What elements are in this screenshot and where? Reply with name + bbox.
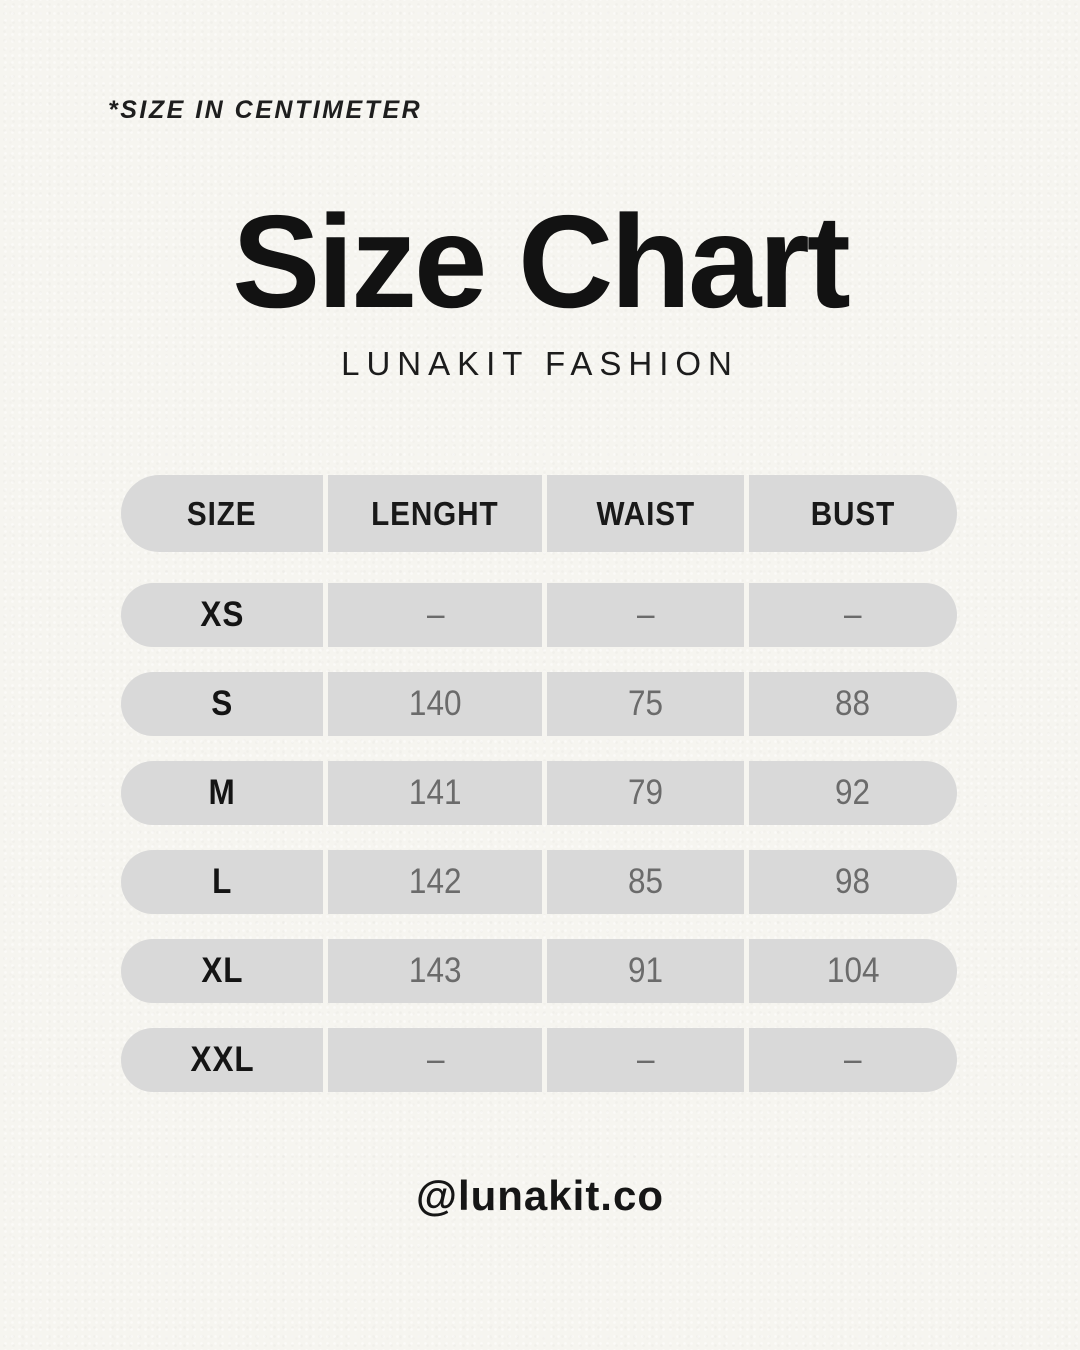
bust-value: – [844, 1040, 862, 1079]
waist-value: 91 [628, 951, 664, 990]
value-cell: – [743, 583, 957, 647]
value-cell: – [542, 1028, 744, 1092]
bust-value: 104 [826, 951, 880, 990]
value-cell: 91 [542, 939, 744, 1003]
table-row-s: S 140 75 88 [121, 672, 957, 736]
size-cell: M [121, 761, 324, 825]
bust-value: 88 [835, 684, 871, 723]
waist-value: 79 [628, 773, 664, 812]
column-header-label: LENGHT [371, 494, 500, 532]
value-cell: 85 [542, 850, 744, 914]
size-label: L [212, 862, 233, 901]
size-label: XS [200, 595, 245, 634]
size-label: XL [201, 951, 244, 990]
table-header-row: SIZE LENGHT WAIST BUST [121, 475, 957, 552]
lenght-value: 142 [409, 862, 462, 901]
lenght-value: 143 [409, 951, 462, 990]
size-cell: XL [121, 939, 324, 1003]
table-row-l: L 142 85 98 [121, 850, 957, 914]
size-cell: XXL [121, 1028, 324, 1092]
page-title: Size Chart [232, 188, 851, 335]
value-cell: 143 [323, 939, 543, 1003]
value-cell: – [743, 1028, 957, 1092]
value-cell: 142 [323, 850, 543, 914]
lenght-value: 141 [409, 773, 462, 812]
size-label: S [211, 684, 234, 723]
table-row-m: M 141 79 92 [121, 761, 957, 825]
table-row-xxl: XXL – – – [121, 1028, 957, 1092]
size-label: M [208, 773, 236, 812]
column-header-label: WAIST [596, 494, 695, 532]
value-cell: 140 [323, 672, 543, 736]
waist-value: 85 [628, 862, 664, 901]
column-header-lenght: LENGHT [323, 475, 543, 552]
table-row-xs: XS – – – [121, 583, 957, 647]
column-header-size: SIZE [121, 475, 324, 552]
column-header-label: BUST [810, 494, 896, 532]
bust-value: 92 [835, 773, 871, 812]
lenght-value: – [426, 1040, 445, 1079]
value-cell: – [542, 583, 744, 647]
value-cell: 98 [743, 850, 957, 914]
bust-value: – [844, 595, 862, 634]
brand-subtitle: LUNAKIT FASHION [341, 345, 739, 382]
lenght-value: 140 [409, 684, 462, 723]
waist-value: – [636, 595, 655, 634]
value-cell: 104 [743, 939, 957, 1003]
column-header-waist: WAIST [542, 475, 744, 552]
value-cell: 141 [323, 761, 543, 825]
social-handle: @lunakit.co [416, 1172, 664, 1219]
size-table: SIZE LENGHT WAIST BUST XS – – – S 140 75… [121, 475, 957, 1117]
size-cell: L [121, 850, 324, 914]
value-cell: 79 [542, 761, 744, 825]
bust-value: 98 [835, 862, 871, 901]
column-header-bust: BUST [743, 475, 957, 552]
units-note: *SIZE IN CENTIMETER [108, 96, 423, 124]
value-cell: 75 [542, 672, 744, 736]
lenght-value: – [426, 595, 445, 634]
size-cell: XS [121, 583, 324, 647]
column-header-label: SIZE [187, 494, 257, 532]
waist-value: 75 [628, 684, 664, 723]
table-row-xl: XL 143 91 104 [121, 939, 957, 1003]
value-cell: 92 [743, 761, 957, 825]
value-cell: – [323, 583, 543, 647]
waist-value: – [636, 1040, 655, 1079]
size-label: XXL [190, 1040, 255, 1079]
size-cell: S [121, 672, 324, 736]
value-cell: – [323, 1028, 543, 1092]
value-cell: 88 [743, 672, 957, 736]
